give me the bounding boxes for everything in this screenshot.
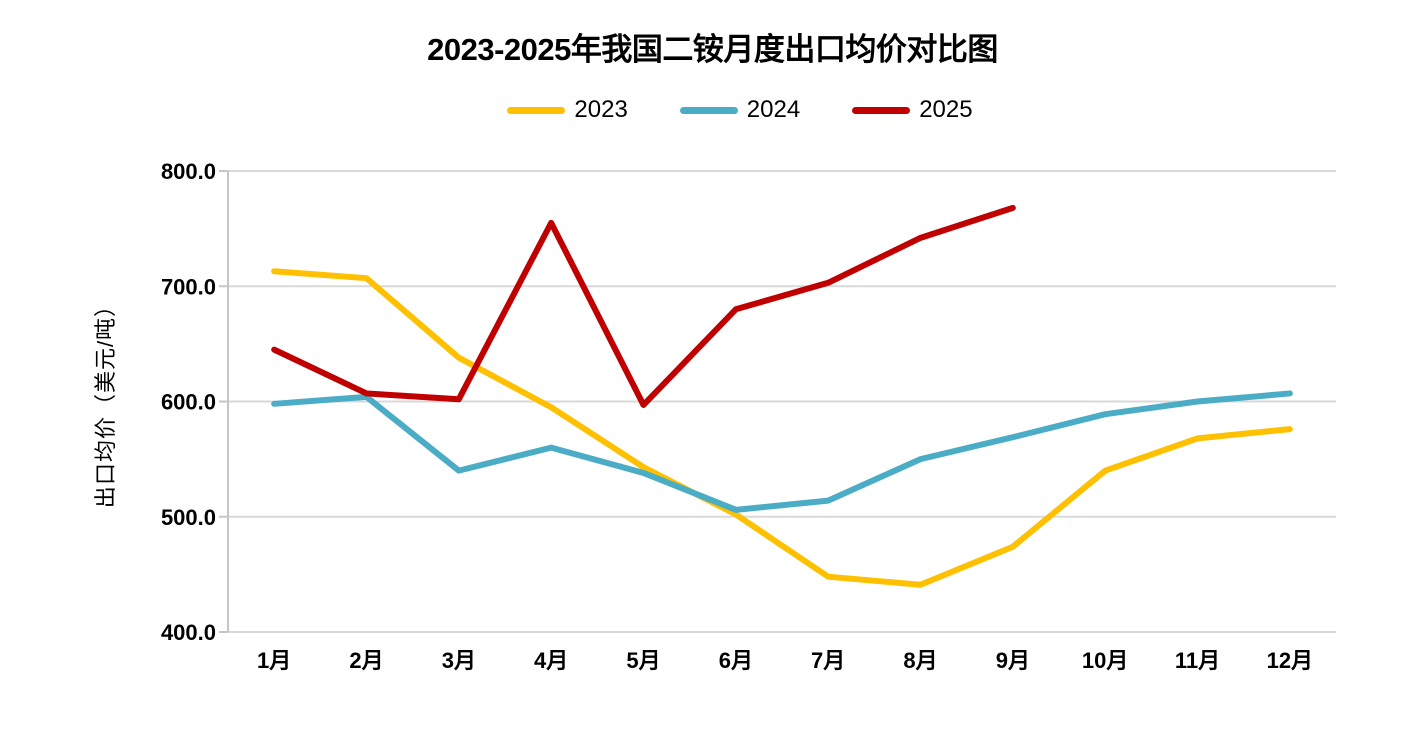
y-tick-label-800: 800.0: [161, 159, 216, 184]
legend: 2023 2024 2025: [0, 96, 1425, 124]
legend-swatch-2024: [679, 106, 738, 114]
x-tick-label-5: 5月: [626, 648, 660, 673]
x-tick-label-2: 2月: [349, 648, 383, 673]
legend-item-2023: 2023: [507, 96, 628, 124]
x-tick-label-12: 12月: [1267, 648, 1313, 673]
legend-label-2025: 2025: [919, 96, 973, 123]
x-tick-label-4: 4月: [534, 648, 568, 673]
x-tick-label-10: 10月: [1082, 648, 1128, 673]
x-tick-label-7: 7月: [811, 648, 845, 673]
x-tick-label-9: 9月: [996, 648, 1030, 673]
x-tick-label-6: 6月: [719, 648, 753, 673]
series-line-2025: [271, 204, 1016, 408]
chart-title: 2023-2025年我国二铵月度出口均价对比图: [427, 32, 998, 67]
legend-label-2023: 2023: [574, 96, 628, 123]
series-line-2024: [271, 390, 1293, 513]
x-tick-label-3: 3月: [442, 648, 476, 673]
y-tick-label-600: 600.0: [161, 390, 216, 415]
x-tick-label-1: 1月: [257, 648, 291, 673]
legend-swatch-2025: [852, 106, 911, 114]
legend-swatch-2023: [507, 106, 566, 114]
series-line-2023: [271, 268, 1293, 588]
y-tick-label-400: 400.0: [161, 620, 216, 645]
y-tick-label-500: 500.0: [161, 505, 216, 530]
y-tick-label-700: 700.0: [161, 274, 216, 299]
x-tick-label-11: 11月: [1175, 648, 1220, 673]
legend-label-2024: 2024: [746, 96, 801, 123]
legend-item-2024: 2024: [679, 96, 801, 124]
x-tick-label-8: 8月: [903, 648, 937, 673]
legend-item-2025: 2025: [852, 96, 973, 124]
